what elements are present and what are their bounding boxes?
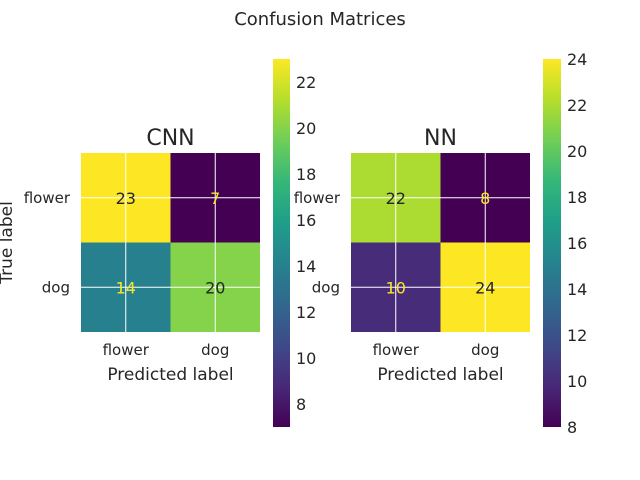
colorbar-tick-label: 8	[567, 418, 577, 437]
colorbar-tick-label: 22	[296, 73, 316, 92]
cell-value-label: 10	[386, 278, 406, 297]
colorbar-tick-label: 18	[567, 188, 587, 207]
colorbar-tick-label: 16	[296, 211, 316, 230]
colorbar-gradient	[543, 59, 561, 427]
colorbar-tick-label: 14	[296, 257, 316, 276]
cell-value-label: 7	[210, 189, 220, 208]
colorbar-gradient	[273, 59, 290, 427]
x-tick-label: flower	[373, 341, 420, 359]
cell-value-label: 20	[205, 278, 225, 297]
colorbar-tick-label: 24	[567, 50, 587, 69]
cell-value-label: 8	[480, 189, 490, 208]
y-tick-label: dog	[42, 278, 70, 296]
cell-value-label: 14	[116, 278, 136, 297]
colorbar-tick-label: 12	[296, 303, 316, 322]
x-tick-label: dog	[471, 341, 499, 359]
colorbar-tick-label: 10	[296, 349, 316, 368]
colorbar-tick-label: 10	[567, 372, 587, 391]
colorbar-tick-label: 22	[567, 96, 587, 115]
cell-value-label: 24	[475, 278, 495, 297]
y-tick-label: dog	[312, 278, 340, 296]
cell-value-label: 22	[386, 189, 406, 208]
cell-value-label: 23	[116, 189, 136, 208]
panel-title: CNN	[146, 126, 194, 151]
colorbar-tick-label: 20	[567, 142, 587, 161]
colorbar-tick-label: 18	[296, 165, 316, 184]
colorbar-tick-label: 14	[567, 280, 587, 299]
colorbar-tick-label: 12	[567, 326, 587, 345]
panel-cnn: 23 7 14 20 CNN flower dog flower dog Predicted la…	[0, 59, 316, 427]
panel-title: NN	[424, 126, 457, 151]
figure-title: Confusion Matrices	[234, 9, 406, 30]
colorbar-tick-label: 20	[296, 119, 316, 138]
colorbar-tick-label: 16	[567, 234, 587, 253]
x-tick-label: dog	[201, 341, 229, 359]
y-tick-label: flower	[24, 189, 71, 207]
colorbar: 8 10 12 14 16 18 20 22 24	[543, 50, 587, 437]
y-tick-label: flower	[294, 189, 341, 207]
x-axis-label: Predicted label	[377, 365, 503, 385]
colorbar: 8 10 12 14 16 18 20 22	[273, 59, 316, 427]
x-axis-label: Predicted label	[107, 365, 233, 385]
colorbar-tick-label: 8	[296, 395, 306, 414]
panel-nn: 22 8 10 24 NN flower dog flower dog Predicted lab…	[294, 50, 588, 437]
y-axis-label: True label	[0, 201, 17, 285]
x-tick-label: flower	[103, 341, 150, 359]
